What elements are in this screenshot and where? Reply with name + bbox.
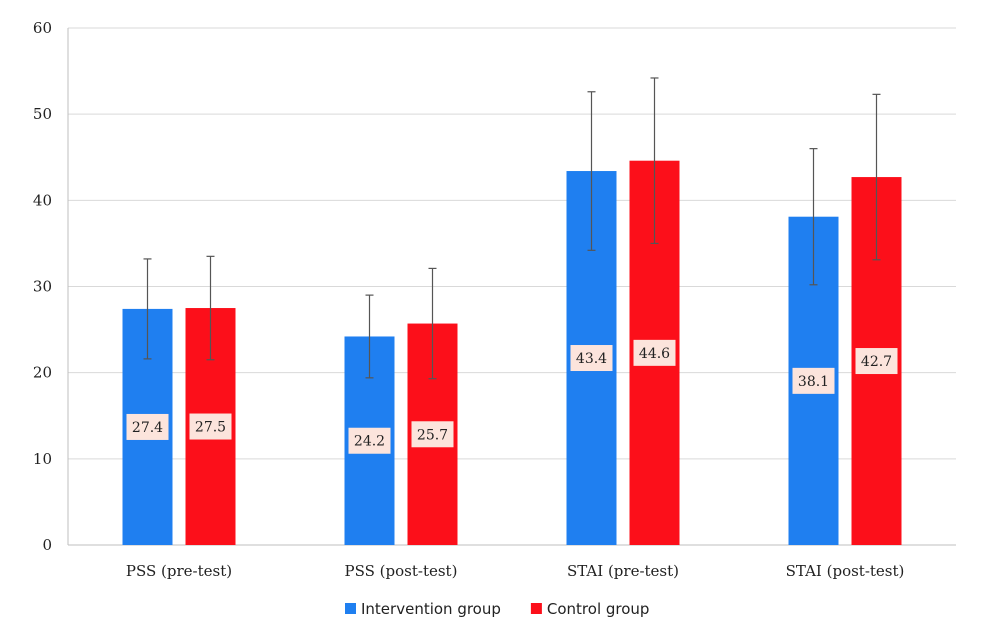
legend-label: Intervention group: [361, 600, 501, 618]
y-tick-label: 0: [42, 536, 52, 554]
legend-label: Control group: [547, 600, 650, 618]
legend-swatch: [530, 603, 542, 614]
y-tick-label: 60: [33, 19, 52, 37]
data-label-box: [411, 421, 454, 448]
y-tick-label: 50: [33, 105, 52, 123]
data-label-box: [633, 339, 676, 366]
bars: [122, 160, 902, 546]
x-category-label: STAI (pre-test): [567, 562, 679, 580]
y-tick-label: 20: [33, 364, 52, 382]
x-category-label: PSS (pre-test): [126, 562, 232, 580]
data-label-box: [348, 427, 391, 454]
data-label: 43.4: [576, 351, 607, 367]
data-label-box: [126, 413, 169, 440]
data-label: 27.5: [195, 420, 226, 436]
data-label-box: [570, 345, 613, 372]
data-labels: 27.4 27.5 24.2 25.7 43.4 44.6 38.1 42.7: [126, 339, 898, 454]
y-tick-label: 10: [33, 450, 52, 468]
x-category-label: PSS (post-test): [345, 562, 458, 580]
data-label: 25.7: [417, 427, 448, 443]
error-bars: [143, 77, 881, 380]
data-label: 44.6: [639, 346, 670, 362]
data-label: 38.1: [798, 374, 829, 390]
data-label: 24.2: [354, 434, 385, 450]
legend-swatch: [345, 603, 356, 614]
data-label-box: [189, 413, 232, 440]
data-label-box: [792, 367, 835, 394]
x-category-label: STAI (post-test): [786, 562, 905, 580]
data-label-box: [855, 348, 898, 375]
y-axis-ticks: 0 10 20 30 40 50 60: [33, 19, 52, 554]
x-axis-category-labels: PSS (pre-test) PSS (post-test) STAI (pre-t…: [126, 562, 904, 580]
legend: Intervention group Control group: [345, 600, 649, 618]
data-label: 27.4: [132, 420, 163, 436]
y-tick-label: 30: [33, 278, 52, 296]
y-tick-label: 40: [33, 191, 52, 209]
data-label: 42.7: [861, 354, 892, 370]
